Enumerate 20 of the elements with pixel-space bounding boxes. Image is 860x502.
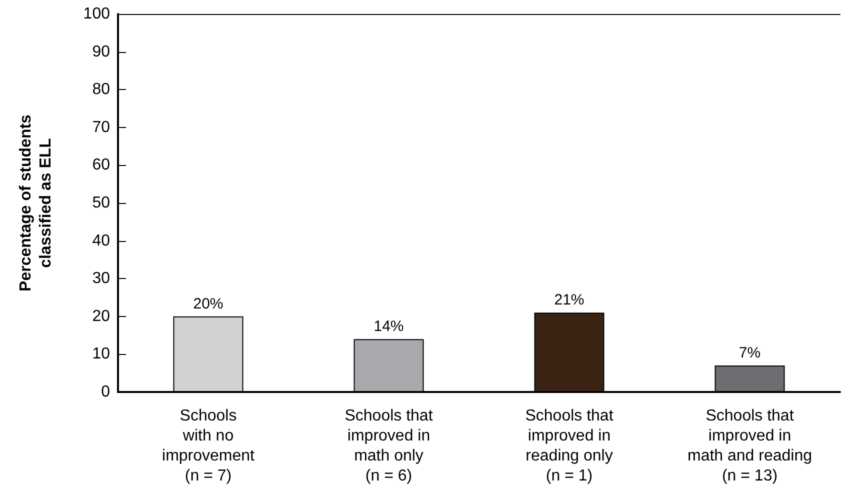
y-tick-label: 40 [92, 232, 110, 250]
y-tick-label: 10 [92, 346, 110, 363]
y-tick-label: 30 [92, 270, 110, 288]
y-tick-label: 90 [92, 43, 110, 60]
y-tick-label: 60 [92, 156, 110, 174]
y-tick-label: 80 [92, 81, 110, 98]
y-tick-label: 70 [92, 118, 110, 136]
x-tick-label: Schools that improved in reading only (n = 1) [525, 408, 614, 484]
y-tick-label: 20 [92, 308, 110, 325]
y-tick-label: 0 [101, 384, 110, 400]
data-label: 21% [554, 292, 584, 309]
x-tick-label: Schools with no improvement (n = 7) [162, 408, 256, 484]
data-label: 20% [193, 295, 224, 312]
y-tick-label: 100 [83, 6, 110, 22]
data-label: 14% [374, 318, 404, 336]
x-tick-label: Schools that improved in math only (n = 6) [344, 408, 434, 484]
y-axis-title: Percentage of students classified as ELL [18, 114, 54, 292]
x-tick-label: Schools that improved in math and reading (n = 13) [687, 408, 812, 484]
data-label: 7% [738, 344, 761, 362]
y-tick-label: 50 [92, 194, 110, 212]
